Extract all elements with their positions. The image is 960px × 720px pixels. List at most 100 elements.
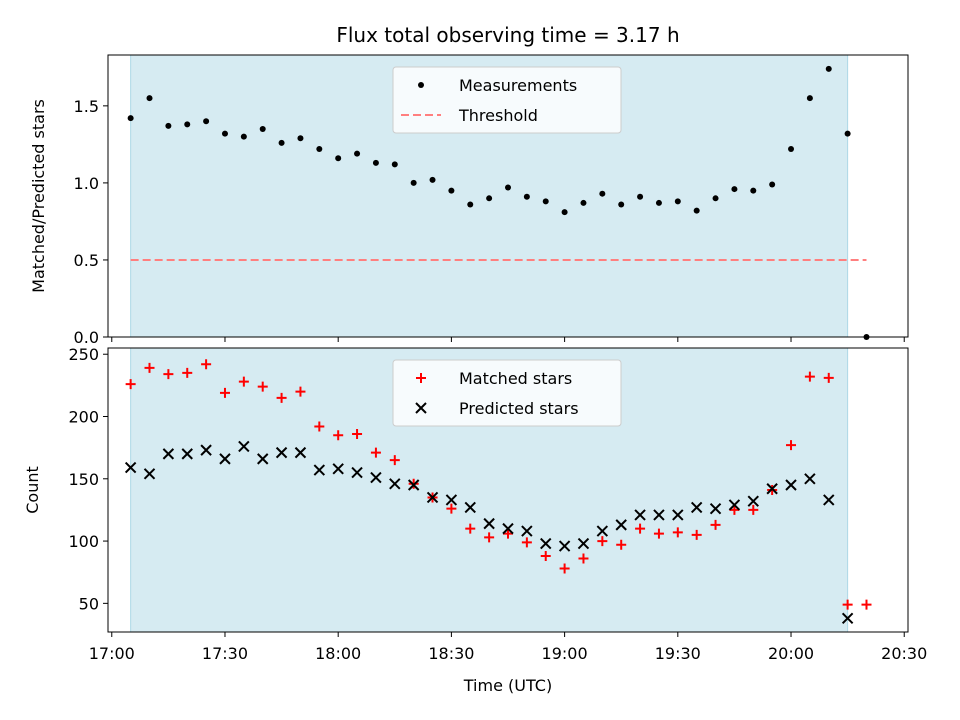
data-point <box>125 379 136 390</box>
data-point <box>521 525 533 537</box>
data-point <box>276 392 287 403</box>
data-point <box>467 201 474 208</box>
data-point <box>219 453 231 465</box>
legend-marker <box>415 402 427 414</box>
data-point <box>391 161 398 168</box>
data-point <box>653 509 665 521</box>
data-point <box>577 537 590 550</box>
data-point <box>823 494 835 506</box>
data-point <box>259 125 266 132</box>
chart-title: Flux total observing time = 3.17 h <box>336 23 679 47</box>
series-measurements <box>127 65 870 340</box>
data-point <box>238 376 249 387</box>
legend-label: Threshold <box>458 106 538 125</box>
data-point <box>143 468 156 480</box>
data-point <box>655 199 662 206</box>
data-point <box>426 491 439 504</box>
x-tick-label: 17:00 <box>89 644 135 663</box>
top-panel: 0.0 0.5 1.0 1.5 Matched/Predicted stars Measu… <box>29 54 909 347</box>
data-point <box>181 448 193 460</box>
data-point <box>672 527 683 538</box>
data-point <box>370 471 382 484</box>
data-point <box>823 372 834 383</box>
data-point <box>332 463 344 475</box>
data-point <box>484 532 495 543</box>
data-point <box>804 473 816 485</box>
data-point <box>709 502 722 515</box>
data-point <box>257 381 268 392</box>
data-point <box>146 95 153 102</box>
data-point <box>540 537 552 550</box>
y-tick-label: 1.0 <box>74 174 99 193</box>
data-point <box>599 190 606 197</box>
data-point <box>596 525 609 537</box>
data-point <box>221 130 228 137</box>
data-point <box>729 504 740 515</box>
legend: Measurements Threshold <box>392 66 622 134</box>
data-point <box>294 446 307 459</box>
data-point <box>842 599 853 610</box>
data-point <box>841 612 854 625</box>
data-point <box>389 455 400 466</box>
data-point <box>806 95 813 102</box>
data-point <box>731 186 738 193</box>
data-point <box>448 187 455 194</box>
y-tick-label: 1.5 <box>74 97 99 116</box>
data-point <box>769 181 776 188</box>
data-point <box>580 199 587 206</box>
data-point <box>352 428 363 439</box>
data-point <box>201 359 212 370</box>
data-point <box>728 499 741 511</box>
x-tick-label: 20:00 <box>768 644 814 663</box>
data-point <box>486 195 493 202</box>
data-point <box>597 536 608 547</box>
legend-marker <box>416 373 426 383</box>
x-tick-label: 20:30 <box>881 644 927 663</box>
data-point <box>184 121 191 128</box>
data-point <box>275 446 288 459</box>
data-point <box>786 440 797 451</box>
data-point <box>257 453 269 465</box>
data-point <box>825 65 832 72</box>
y-axis-label: Count <box>23 466 42 514</box>
data-point <box>637 193 644 200</box>
legend-label: Measurements <box>459 76 577 95</box>
x-axis-label: Time (UTC) <box>463 676 552 695</box>
data-point <box>165 122 172 129</box>
legend-label: Predicted stars <box>459 399 579 418</box>
data-point <box>804 371 815 382</box>
data-point <box>653 528 664 539</box>
axes-frame <box>107 347 909 633</box>
data-point <box>750 187 757 194</box>
data-point <box>314 421 325 432</box>
data-point <box>521 537 532 548</box>
data-point <box>410 179 417 186</box>
data-point <box>297 135 304 142</box>
data-point <box>861 599 872 610</box>
data-point <box>370 447 381 458</box>
data-point <box>162 448 175 460</box>
data-point <box>124 461 137 474</box>
data-point <box>505 184 511 191</box>
x-tick-label: 18:00 <box>315 644 361 663</box>
data-point <box>747 495 759 507</box>
data-point <box>844 130 851 137</box>
data-point <box>561 209 568 216</box>
data-point <box>316 146 323 152</box>
bottom-panel: 50 100 150 200 250 17:00 17:30 18:00 18:30 19:00 1… <box>23 345 927 695</box>
data-point <box>464 501 476 514</box>
x-tick-label: 19:30 <box>655 644 701 663</box>
y-axis-label: Matched/Predicted stars <box>29 99 48 293</box>
data-point <box>372 159 379 166</box>
legend-box <box>392 359 622 427</box>
data-point <box>785 479 797 491</box>
data-point <box>429 176 436 183</box>
series-predicted-stars <box>124 440 854 625</box>
data-point <box>446 503 457 514</box>
data-point <box>540 551 551 562</box>
y-tick-label: 0.5 <box>74 251 99 270</box>
data-point <box>523 193 530 200</box>
data-point <box>674 198 681 205</box>
data-point <box>182 367 193 378</box>
